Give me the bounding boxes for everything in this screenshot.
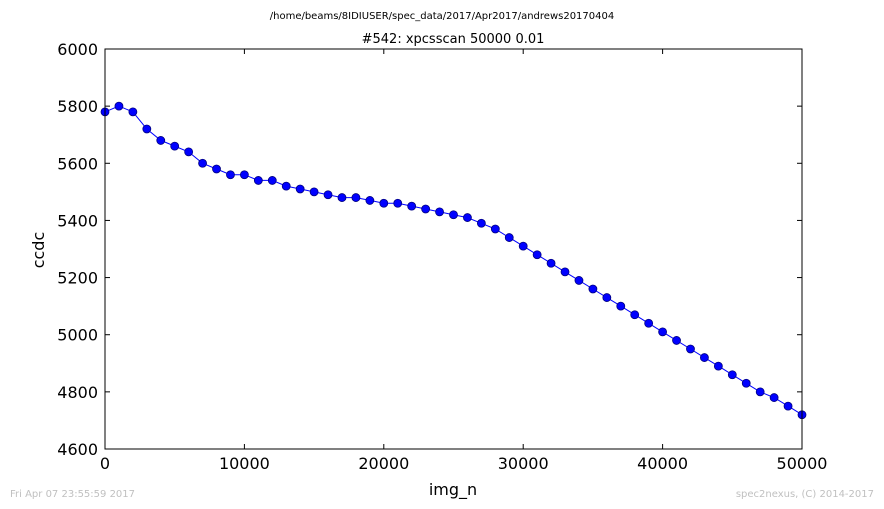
data-point <box>588 284 598 294</box>
data-point <box>379 198 389 208</box>
data-point <box>574 276 584 285</box>
data-point <box>755 387 765 397</box>
data-point <box>351 193 361 202</box>
y-tick-label: 5600 <box>57 154 98 173</box>
data-point <box>727 370 737 380</box>
data-point <box>239 170 249 180</box>
y-tick-label: 4600 <box>57 440 98 459</box>
data-point <box>546 258 556 268</box>
data-point <box>449 210 458 220</box>
footer-timestamp: Fri Apr 07 23:55:59 2017 <box>10 489 136 500</box>
data-point <box>476 218 486 228</box>
data-point <box>658 327 667 337</box>
data-point <box>212 164 221 174</box>
y-tick-label: 4800 <box>57 383 98 402</box>
header-path: /home/beams/8IDIUSER/spec_data/2017/Apr2… <box>270 11 614 22</box>
series-layer <box>100 101 807 420</box>
data-point <box>769 393 779 402</box>
data-point <box>156 136 166 145</box>
data-point <box>393 198 403 208</box>
x-tick-label: 40000 <box>637 454 688 473</box>
data-point <box>170 141 180 151</box>
data-point <box>226 170 235 180</box>
series-line <box>104 105 803 416</box>
x-tick-label: 50000 <box>777 454 828 473</box>
plot-frame <box>104 48 803 450</box>
data-point <box>421 204 431 214</box>
data-point <box>267 176 277 185</box>
x-axis-label: img_n <box>429 480 477 500</box>
data-point <box>560 267 570 277</box>
data-point <box>435 207 444 217</box>
data-point <box>672 336 681 345</box>
data-point <box>365 196 375 205</box>
ticks-layer: 0 10000 20000 30000 40000 50000 4600 4800 5000 52… <box>57 40 827 473</box>
data-point <box>337 193 347 202</box>
data-point <box>644 318 654 328</box>
data-point <box>323 190 333 200</box>
data-point <box>184 147 194 157</box>
data-point <box>700 353 709 362</box>
data-point <box>713 361 723 371</box>
data-point <box>630 310 640 320</box>
x-tick-label: 30000 <box>498 454 549 473</box>
y-tick-label: 6000 <box>57 40 98 59</box>
data-point <box>518 241 528 251</box>
data-point <box>616 301 626 311</box>
data-point <box>504 233 514 242</box>
y-tick-label: 5200 <box>57 269 98 288</box>
data-point <box>741 378 751 388</box>
data-point <box>407 201 417 211</box>
data-point <box>128 107 138 117</box>
data-point <box>295 184 305 194</box>
data-point <box>490 224 500 234</box>
y-tick-label: 5400 <box>57 211 98 230</box>
data-point <box>114 101 124 111</box>
data-point <box>142 124 152 134</box>
chart-title: #542: xpcsscan 50000 0.01 <box>362 32 545 47</box>
data-point <box>532 250 542 260</box>
footer-copyright: spec2nexus, (C) 2014-2017 <box>735 489 874 500</box>
data-point <box>309 187 319 197</box>
data-point <box>281 181 291 191</box>
data-point <box>783 401 793 411</box>
data-point <box>198 158 207 168</box>
y-axis-label: ccdc <box>29 232 48 269</box>
data-point <box>463 213 472 222</box>
y-tick-label: 5000 <box>57 326 98 345</box>
data-point <box>602 293 612 302</box>
y-tick-label: 5800 <box>57 97 98 116</box>
x-tick-label: 10000 <box>219 454 270 473</box>
x-tick-label: 0 <box>100 454 110 473</box>
x-tick-label: 20000 <box>358 454 409 473</box>
data-point <box>686 344 695 354</box>
data-point <box>253 176 263 185</box>
